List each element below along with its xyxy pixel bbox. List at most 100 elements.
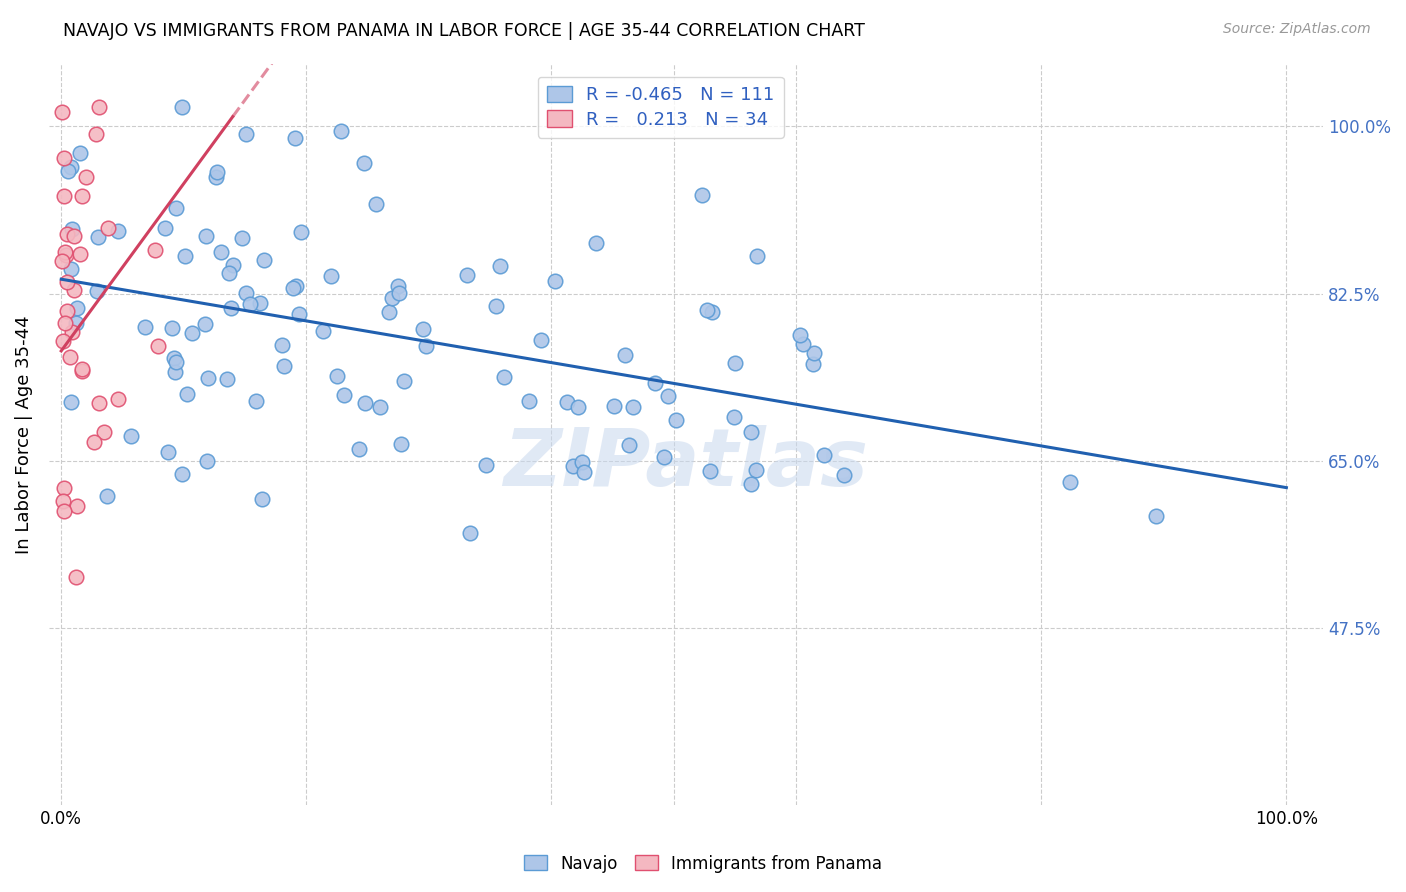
Point xyxy=(86,230,108,244)
Point xyxy=(52,151,75,165)
Text: NAVAJO VS IMMIGRANTS FROM PANAMA IN LABOR FORCE | AGE 35-44 CORRELATION CHART: NAVAJO VS IMMIGRANTS FROM PANAMA IN LABO… xyxy=(63,22,865,40)
Point xyxy=(832,467,855,482)
Point xyxy=(347,442,370,457)
Point xyxy=(70,189,93,203)
Point xyxy=(657,389,679,403)
Y-axis label: In Labor Force | Age 35-44: In Labor Force | Age 35-44 xyxy=(15,315,32,554)
Point xyxy=(312,325,335,339)
Point xyxy=(368,401,391,415)
Point xyxy=(288,307,311,321)
Text: ZIPatlas: ZIPatlas xyxy=(503,425,869,503)
Point xyxy=(153,220,176,235)
Point xyxy=(86,284,108,298)
Point xyxy=(353,156,375,170)
Point xyxy=(162,321,184,335)
Point xyxy=(740,425,762,439)
Point xyxy=(69,246,91,260)
Point xyxy=(235,127,257,141)
Point xyxy=(217,372,239,386)
Point xyxy=(415,338,437,352)
Point xyxy=(70,362,93,376)
Text: Source: ZipAtlas.com: Source: ZipAtlas.com xyxy=(1223,22,1371,37)
Point xyxy=(665,413,688,427)
Point xyxy=(75,170,97,185)
Point xyxy=(209,245,232,260)
Point xyxy=(723,409,745,424)
Point xyxy=(803,346,825,360)
Point xyxy=(456,268,478,282)
Point xyxy=(690,188,713,202)
Point xyxy=(163,365,186,379)
Point xyxy=(1144,509,1167,524)
Point xyxy=(389,437,412,451)
Point xyxy=(89,100,111,114)
Point xyxy=(55,248,77,262)
Point xyxy=(53,188,76,202)
Point xyxy=(60,326,83,340)
Point xyxy=(52,494,75,508)
Point xyxy=(55,304,77,318)
Point xyxy=(250,492,273,507)
Point xyxy=(52,504,75,518)
Point xyxy=(60,160,83,174)
Point xyxy=(572,465,595,479)
Point xyxy=(96,489,118,503)
Point xyxy=(699,464,721,478)
Point xyxy=(194,317,217,331)
Point xyxy=(740,476,762,491)
Point xyxy=(51,253,73,268)
Point xyxy=(388,286,411,301)
Point xyxy=(381,291,404,305)
Point xyxy=(745,463,768,477)
Point xyxy=(195,228,218,243)
Point xyxy=(458,525,481,540)
Point xyxy=(330,123,353,137)
Point xyxy=(567,400,589,414)
Point xyxy=(60,394,83,409)
Point xyxy=(163,351,186,365)
Point xyxy=(654,450,676,465)
Point xyxy=(165,201,187,215)
Point xyxy=(281,281,304,295)
Point xyxy=(571,455,593,469)
Point xyxy=(146,339,169,353)
Point xyxy=(745,249,768,263)
Point xyxy=(205,169,228,184)
Point xyxy=(87,396,110,410)
Point xyxy=(180,326,202,341)
Point xyxy=(235,285,257,300)
Point xyxy=(59,350,82,364)
Point xyxy=(245,394,267,409)
Point xyxy=(65,569,87,583)
Point xyxy=(271,337,294,351)
Point xyxy=(62,229,84,244)
Point xyxy=(555,395,578,409)
Legend: R = -0.465   N = 111, R =   0.213   N = 34: R = -0.465 N = 111, R = 0.213 N = 34 xyxy=(537,77,783,137)
Point xyxy=(83,434,105,449)
Point xyxy=(53,481,76,495)
Point xyxy=(801,357,824,371)
Point xyxy=(621,400,644,414)
Point xyxy=(53,244,76,259)
Point xyxy=(364,196,387,211)
Point xyxy=(107,392,129,407)
Point xyxy=(792,337,814,351)
Point xyxy=(205,165,228,179)
Point xyxy=(93,425,115,440)
Point xyxy=(197,371,219,385)
Point xyxy=(644,376,666,390)
Point xyxy=(696,302,718,317)
Point xyxy=(353,396,375,410)
Point xyxy=(65,316,87,330)
Point xyxy=(56,164,79,178)
Point xyxy=(273,359,295,373)
Point xyxy=(56,275,79,289)
Point xyxy=(724,356,747,370)
Point xyxy=(143,244,166,258)
Point xyxy=(253,252,276,267)
Point xyxy=(195,453,218,467)
Point xyxy=(702,305,724,319)
Point xyxy=(51,105,73,120)
Point xyxy=(134,319,156,334)
Point xyxy=(239,296,262,310)
